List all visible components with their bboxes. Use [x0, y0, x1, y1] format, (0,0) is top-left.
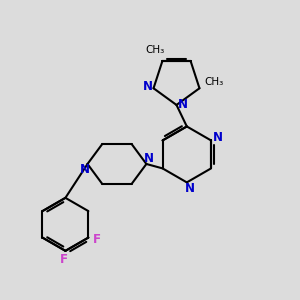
Text: N: N — [212, 131, 223, 144]
Text: N: N — [144, 152, 154, 165]
Text: CH₃: CH₃ — [204, 77, 223, 87]
Text: CH₃: CH₃ — [145, 45, 165, 55]
Text: N: N — [185, 182, 195, 195]
Text: N: N — [80, 163, 90, 176]
Text: F: F — [60, 253, 68, 266]
Text: N: N — [178, 98, 188, 111]
Text: N: N — [142, 80, 153, 93]
Text: F: F — [93, 233, 101, 247]
